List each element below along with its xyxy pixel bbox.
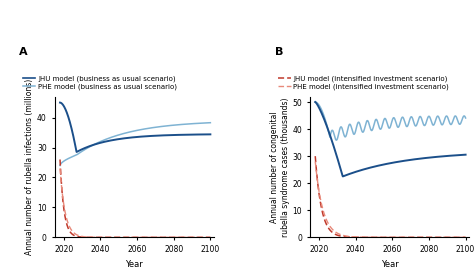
Text: B: B	[274, 47, 283, 57]
Y-axis label: Annual number of rubella infections (millions): Annual number of rubella infections (mil…	[25, 79, 34, 255]
Y-axis label: Annual number of congenital
rubella syndrome cases (thousands): Annual number of congenital rubella synd…	[270, 97, 290, 237]
Text: A: A	[19, 47, 28, 57]
X-axis label: Year: Year	[126, 259, 143, 269]
X-axis label: Year: Year	[381, 259, 398, 269]
Legend: JHU model (business as usual scenario), PHE model (business as usual scenario): JHU model (business as usual scenario), …	[23, 75, 177, 90]
Legend: JHU model (intensified investment scenario), PHE model (intensified investment s: JHU model (intensified investment scenar…	[278, 75, 449, 90]
